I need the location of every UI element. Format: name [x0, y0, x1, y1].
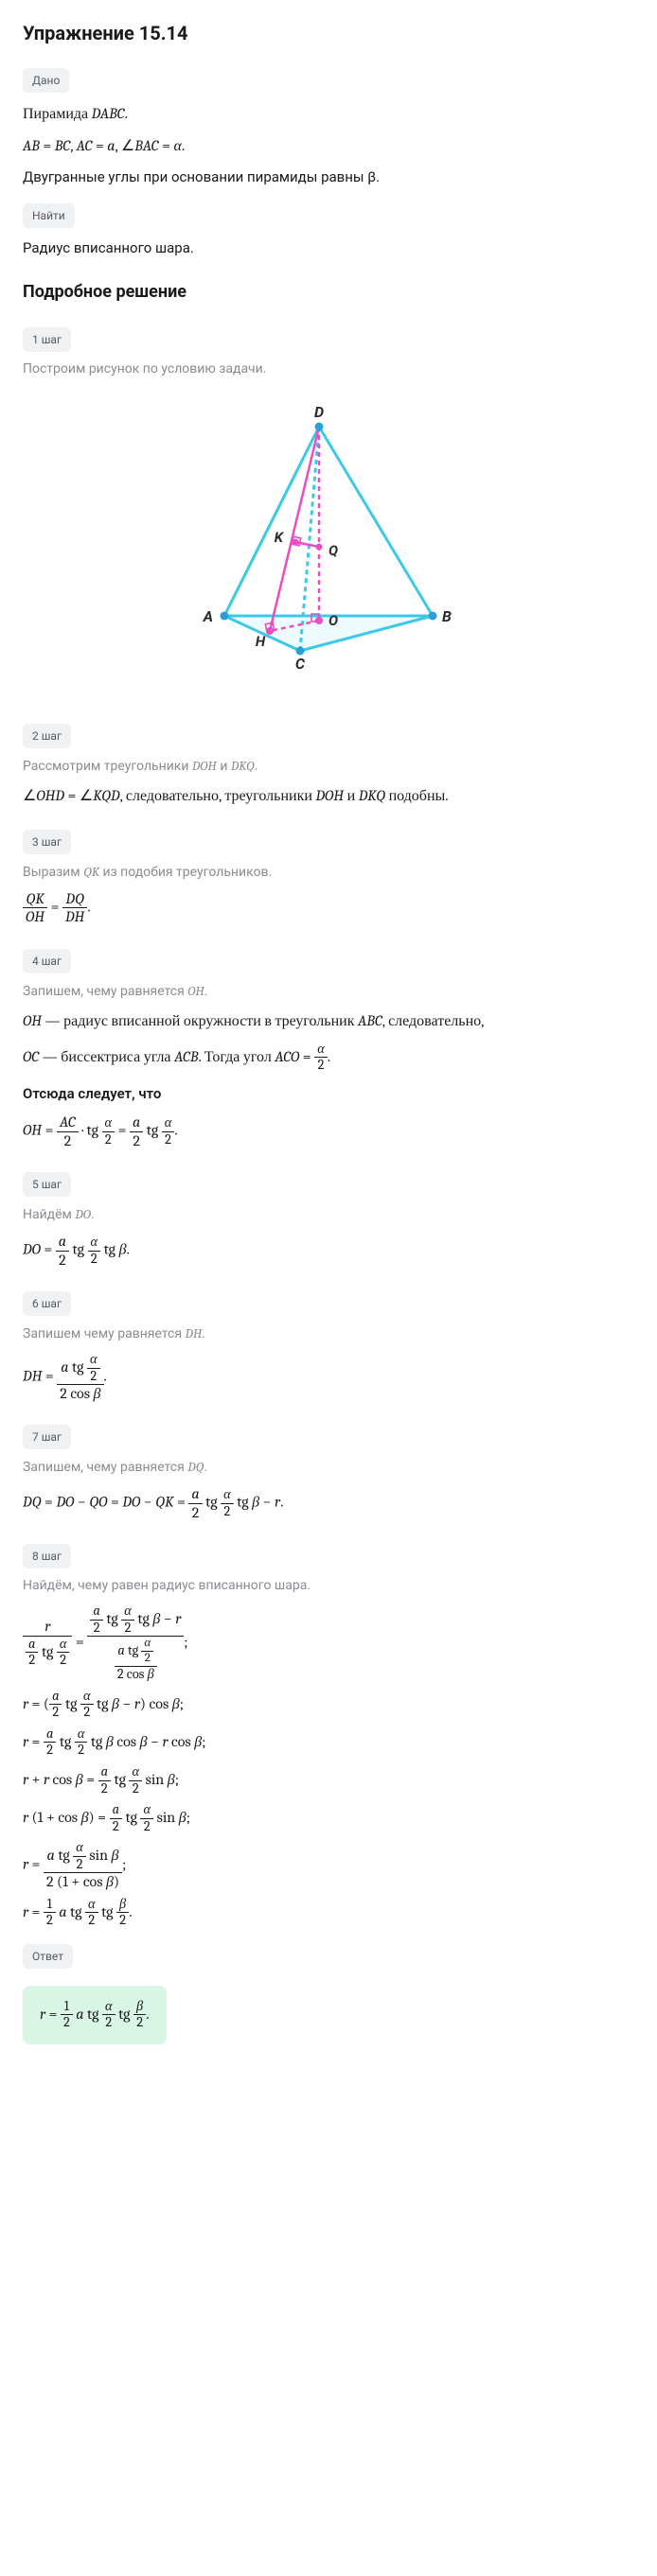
- step-body-4a: OH — радиус вписанной окружности в треуг…: [23, 1009, 634, 1032]
- step-eq-3: QKOH = DQDH.: [23, 890, 634, 926]
- step-tag-8: 8 шаг: [23, 1544, 71, 1568]
- svg-text:B: B: [442, 607, 452, 625]
- tag-given: Дано: [23, 68, 69, 93]
- step-eq-8b: r = (a2 tg α2 tg β − r) cos β;: [23, 1689, 634, 1721]
- step-eq-4: OH = AC2 · tg α2 = a2 tg α2.: [23, 1113, 634, 1149]
- solution-title: Подробное решение: [23, 279, 634, 305]
- step-body-4c: Отсюда следует, что: [23, 1083, 634, 1105]
- tag-answer: Ответ: [23, 1944, 73, 1969]
- step-body-4b: OC — биссектриса угла ACB. Тогда угол AC…: [23, 1042, 634, 1074]
- step-intro-6: Запишем чему равняется DH.: [23, 1323, 634, 1344]
- step-tag-1: 1 шаг: [23, 327, 71, 352]
- given-line-1: Пирамида DABC.: [23, 102, 634, 125]
- step-intro-4: Запишем, чему равняется OH.: [23, 981, 634, 1002]
- pyramid-figure: D A B C O H K Q: [177, 398, 480, 682]
- step-eq-8c: r = a2 tg α2 tg β cos β − r cos β;: [23, 1726, 634, 1759]
- step-tag-4: 4 шаг: [23, 949, 71, 973]
- step-intro-8: Найдём, чему равен радиус вписанного шар…: [23, 1576, 634, 1596]
- svg-text:D: D: [314, 403, 324, 421]
- step-tag-7: 7 шаг: [23, 1425, 71, 1449]
- answer-box: r = 12 a tg α2 tg β2.: [23, 1986, 167, 2044]
- tag-find: Найти: [23, 203, 75, 228]
- step-tag-5: 5 шаг: [23, 1172, 71, 1197]
- svg-text:C: C: [295, 655, 306, 673]
- given-line-3: Двугранные углы при основании пирамиды р…: [23, 166, 634, 188]
- step-intro-1: Построим рисунок по условию задачи.: [23, 359, 634, 379]
- step-tag-2: 2 шаг: [23, 724, 71, 748]
- step-eq-8d: r + r cos β = a2 tg α2 sin β;: [23, 1764, 634, 1796]
- step-eq-7: DQ = DO − QO = DO − QK = a2 tg α2 tg β −…: [23, 1485, 634, 1521]
- given-line-2: AB = BC, AC = a, ∠BAC = α.: [23, 134, 634, 157]
- step-body-2: ∠OHD = ∠KQD, следовательно, треугольники…: [23, 784, 634, 807]
- step-intro-5: Найдём DO.: [23, 1204, 634, 1225]
- step-intro-3: Выразим QK из подобия треугольников.: [23, 862, 634, 883]
- page-title: Упражнение 15.14: [23, 19, 634, 47]
- step-intro-2: Рассмотрим треугольники DOH и DKQ.: [23, 756, 634, 777]
- step-eq-8f: r = a tg α2 sin β 2 (1 + cos β) ;: [23, 1840, 634, 1891]
- step-tag-6: 6 шаг: [23, 1291, 71, 1316]
- step-tag-3: 3 шаг: [23, 830, 71, 854]
- step-eq-8a: r a2 tg α2 = a2 tg α2 tg β − r a tg α22 …: [23, 1603, 634, 1682]
- step-eq-8e: r (1 + cos β) = a2 tg α2 sin β;: [23, 1802, 634, 1834]
- step-eq-5: DO = a2 tg α2 tg β.: [23, 1233, 634, 1269]
- svg-text:O: O: [328, 612, 338, 629]
- svg-text:Q: Q: [328, 542, 338, 559]
- svg-text:K: K: [275, 529, 285, 546]
- step-eq-8g: r = 12 a tg α2 tg β2.: [23, 1897, 634, 1929]
- step-intro-7: Запишем, чему равняется DQ.: [23, 1457, 634, 1478]
- find-text: Радиус вписанного шара.: [23, 237, 634, 259]
- svg-text:H: H: [256, 633, 266, 650]
- svg-text:A: A: [203, 607, 213, 625]
- step-eq-6: DH = a tg α2 2 cos β .: [23, 1352, 634, 1403]
